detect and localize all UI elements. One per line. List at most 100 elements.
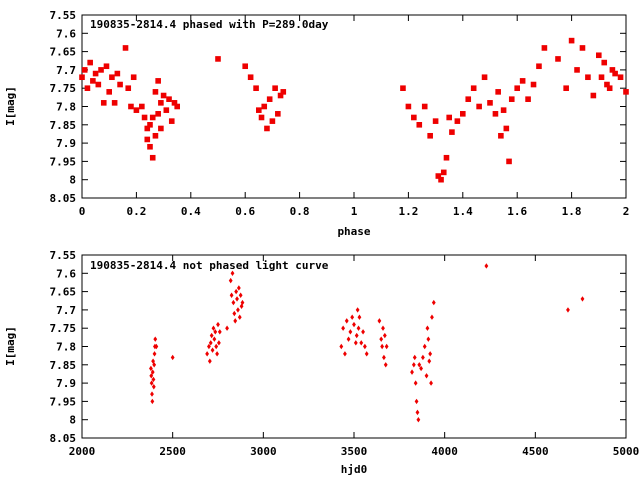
data-point xyxy=(601,59,608,66)
data-point xyxy=(152,362,157,368)
y-tick-label: 7.8 xyxy=(56,341,76,354)
data-point xyxy=(438,176,444,183)
y-tick-label: 7.9 xyxy=(56,137,76,150)
data-point xyxy=(264,125,270,132)
x-tick-label: 1.2 xyxy=(398,205,418,218)
data-point xyxy=(215,351,219,357)
data-point xyxy=(84,85,91,91)
data-point xyxy=(269,118,276,124)
data-point xyxy=(166,96,172,102)
data-point xyxy=(242,63,248,70)
data-point xyxy=(470,85,477,91)
data-point xyxy=(426,336,431,342)
data-point xyxy=(563,85,569,91)
data-point xyxy=(416,417,421,423)
data-point xyxy=(590,92,597,99)
data-point xyxy=(258,114,265,121)
data-point xyxy=(344,318,349,324)
data-point xyxy=(207,343,211,350)
data-point xyxy=(476,103,482,110)
data-point xyxy=(235,296,239,302)
data-point xyxy=(215,56,221,62)
data-point xyxy=(508,96,515,102)
data-point xyxy=(217,329,222,335)
x-tick-label: 1.4 xyxy=(453,205,473,218)
data-point xyxy=(240,299,245,306)
data-point xyxy=(410,369,414,375)
data-point xyxy=(233,318,238,324)
data-point xyxy=(214,343,219,350)
data-point xyxy=(405,103,412,110)
data-point xyxy=(158,100,164,106)
data-point xyxy=(280,89,287,95)
y-tick-label: 7.6 xyxy=(56,27,76,40)
data-point xyxy=(355,307,360,313)
data-point xyxy=(106,89,112,95)
data-point xyxy=(117,81,123,88)
y-tick-label: 7.7 xyxy=(56,64,76,77)
y-tick-label: 7.95 xyxy=(50,155,77,168)
data-point xyxy=(380,343,385,350)
data-point xyxy=(417,362,422,368)
data-point xyxy=(170,354,175,361)
x-tick-label: 4000 xyxy=(431,445,458,458)
x-tick-label: 0.6 xyxy=(235,205,255,218)
y-tick-label: 7.55 xyxy=(50,9,77,22)
data-point xyxy=(153,336,158,342)
data-point xyxy=(357,314,362,320)
data-point xyxy=(495,89,501,95)
data-point xyxy=(541,45,548,51)
x-tick-label: 0 xyxy=(79,205,86,218)
data-point xyxy=(465,96,472,102)
data-point xyxy=(151,384,156,390)
data-point xyxy=(421,354,425,361)
data-point xyxy=(228,277,233,284)
y-tick-label: 7.8 xyxy=(56,101,76,114)
data-point xyxy=(422,343,427,350)
data-point xyxy=(500,107,507,113)
x-tick-label: 0.8 xyxy=(290,205,310,218)
data-point xyxy=(413,380,418,386)
y-tick-label: 7.65 xyxy=(50,46,77,59)
data-point xyxy=(487,100,493,106)
data-point xyxy=(130,74,137,81)
data-point xyxy=(234,288,239,295)
data-point xyxy=(415,409,420,416)
y-tick-label: 7.95 xyxy=(50,395,77,408)
y-tick-label: 7.7 xyxy=(56,304,76,317)
data-point xyxy=(530,81,537,88)
chart-title: 190835-2814.4 not phased light curve xyxy=(90,259,329,272)
data-point xyxy=(430,314,434,320)
data-point xyxy=(425,325,430,331)
data-point xyxy=(122,45,129,51)
data-point xyxy=(155,78,161,84)
data-point xyxy=(253,85,259,91)
chart-title: 190835-2814.4 phased with P=289.0day xyxy=(90,18,329,31)
data-point xyxy=(498,132,504,139)
data-point xyxy=(580,296,585,302)
data-point xyxy=(623,89,629,95)
data-point xyxy=(411,114,417,121)
data-point xyxy=(114,70,121,77)
data-point xyxy=(411,362,416,368)
data-point xyxy=(449,129,455,135)
data-point xyxy=(364,351,369,357)
data-point xyxy=(168,118,175,124)
data-point xyxy=(149,380,154,386)
y-tick-label: 7.85 xyxy=(50,119,77,132)
data-point xyxy=(277,92,284,99)
data-point xyxy=(212,336,217,342)
data-point xyxy=(443,154,450,161)
data-point xyxy=(362,343,367,350)
data-point xyxy=(149,373,154,379)
data-point xyxy=(612,70,618,77)
data-point xyxy=(87,59,93,66)
data-point xyxy=(421,103,428,110)
data-point xyxy=(446,114,452,121)
data-point xyxy=(205,351,210,357)
data-point xyxy=(275,111,281,117)
data-point xyxy=(109,74,115,81)
data-point xyxy=(525,96,531,102)
data-point xyxy=(383,362,388,368)
data-point xyxy=(412,354,417,361)
